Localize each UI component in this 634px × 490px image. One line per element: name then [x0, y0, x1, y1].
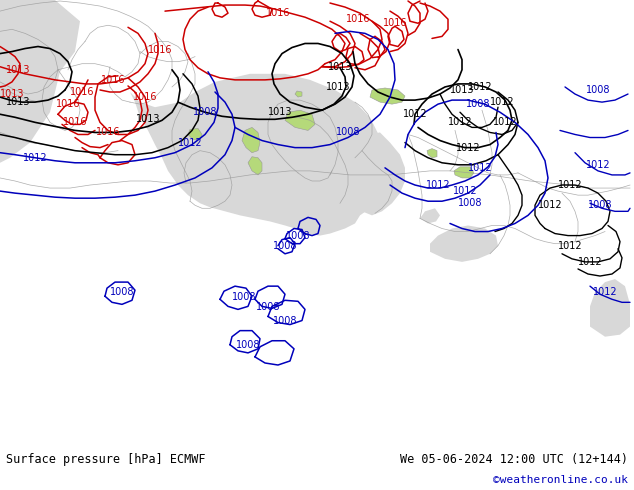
Text: 1008: 1008 — [273, 316, 297, 325]
Text: 1012: 1012 — [558, 180, 582, 190]
Text: 1012: 1012 — [456, 143, 481, 152]
Text: 1012: 1012 — [23, 153, 48, 163]
Text: 1016: 1016 — [101, 75, 126, 85]
Text: 1013: 1013 — [6, 65, 30, 75]
Text: 1013: 1013 — [328, 62, 353, 72]
Polygon shape — [352, 132, 405, 216]
Text: 1008: 1008 — [273, 241, 297, 251]
Text: 1016: 1016 — [383, 18, 407, 28]
Text: 1016: 1016 — [148, 45, 172, 54]
Polygon shape — [420, 208, 440, 223]
Text: 1012: 1012 — [489, 97, 514, 107]
Text: 1012: 1012 — [578, 257, 602, 267]
Text: 1012: 1012 — [178, 138, 202, 147]
Text: 1016: 1016 — [70, 87, 94, 97]
Text: 1012: 1012 — [403, 109, 427, 119]
Text: 1012: 1012 — [538, 200, 562, 210]
Text: 1008: 1008 — [286, 231, 310, 241]
Polygon shape — [188, 128, 202, 140]
Text: 1008: 1008 — [458, 198, 482, 208]
Text: ©weatheronline.co.uk: ©weatheronline.co.uk — [493, 475, 628, 485]
Text: 1016: 1016 — [266, 8, 290, 18]
Polygon shape — [248, 157, 262, 175]
Polygon shape — [454, 167, 474, 178]
Text: 1008: 1008 — [193, 107, 217, 117]
Text: 1013: 1013 — [450, 85, 474, 95]
Text: 1016: 1016 — [63, 117, 87, 127]
Text: 1008: 1008 — [110, 287, 134, 297]
Text: 1012: 1012 — [493, 117, 517, 127]
Polygon shape — [130, 74, 385, 236]
Text: 1008: 1008 — [466, 99, 490, 109]
Text: 1012: 1012 — [586, 160, 611, 170]
Text: 1012: 1012 — [593, 287, 618, 297]
Text: 1012: 1012 — [558, 241, 582, 251]
Polygon shape — [427, 148, 437, 158]
Text: 1016: 1016 — [96, 127, 120, 138]
Text: 1012: 1012 — [468, 82, 493, 92]
Polygon shape — [430, 225, 498, 262]
Text: 1008: 1008 — [256, 302, 280, 313]
Polygon shape — [285, 110, 315, 130]
Polygon shape — [0, 0, 80, 163]
Text: 1012: 1012 — [448, 117, 472, 127]
Polygon shape — [370, 88, 405, 104]
Text: We 05-06-2024 12:00 UTC (12+144): We 05-06-2024 12:00 UTC (12+144) — [400, 453, 628, 466]
Polygon shape — [242, 175, 280, 216]
Text: 1008: 1008 — [232, 292, 256, 302]
Text: 1008: 1008 — [236, 340, 260, 350]
Text: 1013: 1013 — [268, 107, 292, 117]
Polygon shape — [313, 173, 340, 219]
Text: 1012: 1012 — [453, 186, 477, 196]
Polygon shape — [242, 127, 260, 153]
Text: 1013: 1013 — [0, 89, 24, 99]
Polygon shape — [295, 91, 302, 97]
Text: 1016: 1016 — [346, 14, 370, 24]
Text: 1016: 1016 — [56, 99, 81, 109]
Text: 1013: 1013 — [136, 114, 160, 124]
Polygon shape — [590, 279, 630, 337]
Text: 1012: 1012 — [425, 180, 450, 190]
Text: 1013: 1013 — [6, 97, 30, 107]
Text: Surface pressure [hPa] ECMWF: Surface pressure [hPa] ECMWF — [6, 453, 205, 466]
Text: 1016: 1016 — [133, 92, 157, 102]
Text: 1013: 1013 — [326, 82, 350, 92]
Text: 1008: 1008 — [586, 85, 611, 95]
Text: 1008: 1008 — [336, 127, 360, 138]
Text: 1012: 1012 — [468, 163, 493, 173]
Text: 1008: 1008 — [588, 200, 612, 210]
